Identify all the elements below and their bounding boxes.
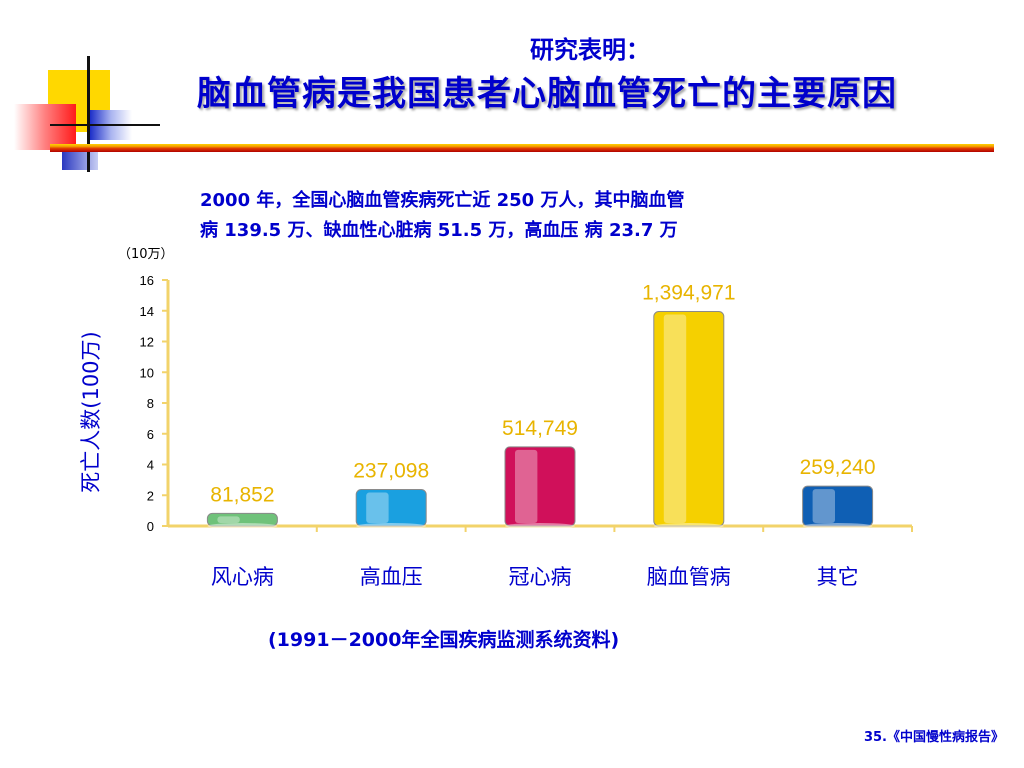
y-tick-label: 12 bbox=[140, 335, 154, 350]
bar-base-4 bbox=[653, 523, 724, 529]
summary-line1: 2000 年，全国心脑血管疾病死亡近 250 万人，其中脑血管 bbox=[200, 190, 685, 211]
reference-note: 35.《中国慢性病报告》 bbox=[863, 730, 1004, 745]
title-underline bbox=[50, 144, 994, 152]
summary-line2: 病 139.5 万、缺血性心脏病 51.5 万，高血压 病 23.7 万 bbox=[200, 220, 678, 241]
bar-highlight-3 bbox=[515, 449, 538, 523]
data-label: 1,394,971 bbox=[642, 282, 735, 305]
decor-vertical-line bbox=[87, 56, 90, 172]
bar-base-5 bbox=[802, 523, 873, 529]
bar-base-2 bbox=[356, 523, 427, 529]
summary-text: 2000 年，全国心脑血管疾病死亡近 250 万人，其中脑血管 病 139.5 … bbox=[200, 186, 880, 246]
y-axis-label: 死亡人数(100万) bbox=[79, 331, 103, 492]
data-label: 81,852 bbox=[210, 483, 274, 506]
x-tick-label: 其它 bbox=[817, 565, 859, 589]
y-tick-label: 16 bbox=[140, 273, 154, 288]
bar-3 bbox=[504, 446, 576, 527]
x-tick-label: 脑血管病 bbox=[647, 565, 731, 589]
bar-1 bbox=[206, 512, 278, 527]
bar-highlight-2 bbox=[366, 492, 389, 523]
bar-highlight-5 bbox=[812, 489, 835, 523]
bar-highlight-1 bbox=[217, 516, 240, 523]
y-tick-label: 8 bbox=[147, 396, 154, 411]
page-title-line1: 研究表明： bbox=[530, 36, 650, 64]
data-label: 237,098 bbox=[353, 460, 429, 483]
bar-5 bbox=[802, 485, 874, 527]
y-tick-label: 14 bbox=[140, 304, 154, 319]
bar-base-3 bbox=[505, 523, 575, 529]
source-note: (1991－2000年全国疾病监测系统资料) bbox=[268, 629, 620, 651]
bar-2 bbox=[355, 489, 427, 527]
page-title-line2: 脑血管病是我国患者心脑血管死亡的主要原因 bbox=[197, 74, 897, 114]
bar-base-1 bbox=[207, 523, 278, 529]
x-tick-label: 冠心病 bbox=[509, 565, 572, 589]
data-label: 259,240 bbox=[800, 456, 876, 479]
y-tick-label: 6 bbox=[147, 427, 154, 442]
y-tick-label: 2 bbox=[147, 488, 154, 503]
unit-label: （10万） bbox=[118, 247, 174, 262]
y-tick-label: 10 bbox=[140, 365, 154, 380]
bar-highlight-4 bbox=[663, 314, 687, 523]
decor-horizontal-line bbox=[50, 124, 160, 126]
y-tick-label: 0 bbox=[147, 519, 154, 534]
data-label: 514,749 bbox=[502, 417, 578, 440]
bar-4 bbox=[653, 311, 725, 527]
x-tick-label: 风心病 bbox=[211, 565, 274, 589]
y-tick-label: 4 bbox=[147, 458, 154, 473]
decor-red-square bbox=[14, 104, 76, 150]
x-tick-label: 高血压 bbox=[360, 565, 423, 589]
